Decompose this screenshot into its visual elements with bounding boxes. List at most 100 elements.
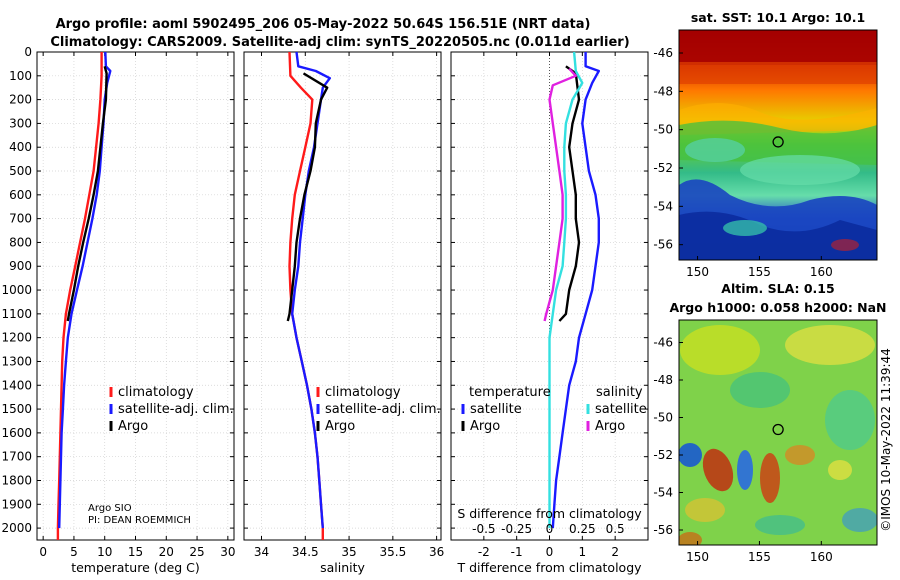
sst-map-axes: 150 155 160 -46 -48 -50 -52 -54 -56 [653, 46, 832, 279]
series-line [548, 51, 584, 529]
sst-heatmap [679, 30, 877, 260]
top-axis-label: S difference from climatology [457, 506, 642, 521]
x-tick-label: 0 [546, 545, 554, 559]
sla-map-title-line-2: Argo h1000: 0.058 h2000: NaN [669, 300, 886, 315]
y-tick-label: -54 [653, 486, 673, 500]
annotation-text: Argo SIO [88, 503, 132, 514]
top-tick-label: 0.5 [606, 522, 625, 536]
y-tick-label: -54 [653, 199, 673, 213]
difference-panel: -2 -1 0 1 2T difference from climatology temp… [450, 51, 649, 575]
y-tick-label: 1600 [1, 426, 32, 440]
x-tick-label: 25 [189, 545, 204, 559]
y-tick-label: 300 [9, 116, 32, 130]
x-tick-label: 5 [70, 545, 78, 559]
legend-label: Argo [595, 419, 625, 434]
y-tick-label: -48 [653, 373, 673, 387]
series-line [551, 52, 600, 529]
y-tick-label: 500 [9, 164, 32, 178]
y-tick-label: -46 [653, 336, 673, 350]
x-tick-label: 20 [159, 545, 174, 559]
y-tick-label: 200 [9, 93, 32, 107]
top-tick-label: -0.25 [501, 522, 532, 536]
y-tick-label: -56 [653, 523, 673, 537]
y-tick-label: 2000 [1, 521, 32, 535]
x-tick-label: 10 [97, 545, 112, 559]
annotation-text: PI: DEAN ROEMMICH [88, 515, 191, 526]
y-tick-label: 900 [9, 259, 32, 273]
top-tick-label: 0 [546, 522, 554, 536]
y-tick-label: -52 [653, 448, 673, 462]
y-tick-label: -48 [653, 84, 673, 98]
legend-label: satellite [470, 402, 522, 417]
x-tick-label: 155 [748, 265, 771, 279]
argo-position-marker [772, 423, 784, 436]
y-tick-label: 1700 [1, 450, 32, 464]
x-tick-label: 36 [429, 545, 444, 559]
y-tick-label: 700 [9, 212, 32, 226]
series-line [56, 52, 103, 540]
x-tick-label: 150 [686, 265, 709, 279]
y-tick-label: 1200 [1, 331, 32, 345]
y-tick-label: -46 [653, 46, 673, 60]
sla-map-axes: 150 155 160 -46 -48 -50 -52 -54 -56 [653, 336, 832, 565]
y-tick-label: -50 [653, 411, 673, 425]
sst-map-frame [678, 29, 878, 261]
y-tick-label: 0 [24, 45, 32, 59]
legend-title: salinity [596, 385, 643, 400]
series-line [543, 67, 577, 322]
x-tick-label: -1 [511, 545, 523, 559]
argo-position-marker [772, 136, 784, 148]
figure-title-line-2: Climatology: CARS2009. Satellite-adj cli… [50, 35, 629, 50]
legend-label: satellite [595, 402, 647, 417]
plot-frame [243, 51, 442, 541]
x-axis-label: temperature (deg C) [71, 560, 200, 575]
sla-map-panel: Altim. SLA: 0.15 Argo h1000: 0.058 h2000… [653, 281, 886, 564]
x-tick-label: 160 [810, 265, 833, 279]
y-tick-label: 800 [9, 235, 32, 249]
x-tick-label: 34.5 [292, 545, 319, 559]
figure-title-line-1: Argo profile: aoml 5902495_206 05-May-20… [56, 17, 591, 32]
y-tick-label: 1900 [1, 497, 32, 511]
imos-timestamp: ©IMOS 10-May-2022 11:39:44 [879, 348, 893, 532]
y-tick-label: -52 [653, 161, 673, 175]
y-tick-label: 100 [9, 69, 32, 83]
y-tick-label: 600 [9, 188, 32, 202]
y-tick-label: 1500 [1, 402, 32, 416]
series-line [286, 72, 329, 322]
legend-title: temperature [469, 385, 551, 400]
x-tick-label: 35.5 [379, 545, 406, 559]
temperature-panel: 0 100 200 300 400 500 600 700 800 900 1000 1100 1200… [1, 45, 235, 575]
x-tick-label: 1 [579, 545, 587, 559]
x-tick-label: -2 [478, 545, 490, 559]
x-tick-label: 30 [220, 545, 235, 559]
top-tick-label: -0.5 [472, 522, 495, 536]
x-tick-label: 34 [254, 545, 269, 559]
y-tick-label: 1000 [1, 283, 32, 297]
legend-label: Argo [470, 419, 500, 434]
legend-label: satellite-adj. clim. [325, 402, 441, 417]
x-tick-label: 2 [611, 545, 619, 559]
legend-label: climatology [118, 385, 194, 400]
sst-map-title: sat. SST: 10.1 Argo: 10.1 [691, 10, 865, 25]
y-tick-label: 400 [9, 140, 32, 154]
y-tick-label: -50 [653, 123, 673, 137]
x-tick-label: 35 [341, 545, 356, 559]
legend-label: satellite-adj. clim. [118, 402, 234, 417]
salinity-panel: 34 34.5 35 35.5 36 salinity climatology satelli… [243, 51, 444, 575]
series-line [558, 65, 581, 322]
legend-label: climatology [325, 385, 401, 400]
y-tick-label: -56 [653, 238, 673, 252]
legend-label: Argo [118, 419, 148, 434]
x-tick-label: 155 [748, 550, 771, 564]
sla-heatmap [679, 320, 877, 545]
top-tick-label: 0.25 [569, 522, 596, 536]
y-tick-label: 1400 [1, 378, 32, 392]
y-tick-label: 1300 [1, 354, 32, 368]
y-tick-label: 1800 [1, 473, 32, 487]
x-axis-label: T difference from climatology [456, 560, 642, 575]
sla-map-frame [678, 319, 878, 546]
legend-label: Argo [325, 419, 355, 434]
y-tick-label: 1100 [1, 307, 32, 321]
sst-map-panel: sat. SST: 10.1 Argo: 10.1 150 155 160 -46 -4… [653, 10, 878, 279]
